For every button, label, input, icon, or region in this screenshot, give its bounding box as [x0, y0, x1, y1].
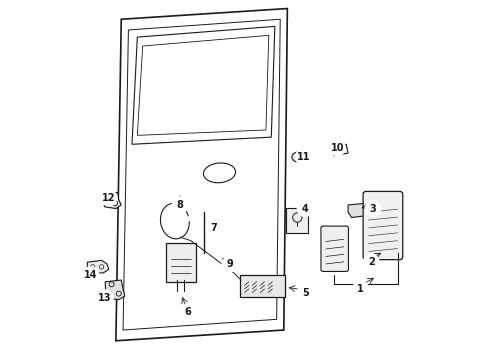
Circle shape [352, 281, 367, 297]
Text: 13: 13 [98, 293, 112, 303]
Circle shape [295, 149, 311, 165]
Text: 5: 5 [301, 288, 308, 297]
Text: 2: 2 [367, 257, 374, 267]
Text: 12: 12 [102, 193, 115, 203]
Text: 3: 3 [369, 203, 376, 213]
Circle shape [222, 256, 238, 272]
Text: 11: 11 [296, 152, 309, 162]
Circle shape [83, 267, 99, 283]
Circle shape [363, 254, 378, 270]
Circle shape [297, 285, 312, 300]
Text: 6: 6 [183, 307, 190, 317]
Polygon shape [87, 260, 108, 273]
FancyBboxPatch shape [363, 192, 402, 260]
Text: 14: 14 [84, 270, 98, 280]
Text: 9: 9 [226, 259, 233, 269]
Circle shape [172, 197, 188, 213]
Polygon shape [331, 144, 347, 156]
Polygon shape [105, 280, 124, 300]
FancyBboxPatch shape [285, 207, 307, 233]
Text: 4: 4 [301, 203, 308, 213]
FancyBboxPatch shape [320, 226, 348, 271]
Circle shape [329, 140, 345, 156]
Circle shape [101, 190, 116, 206]
Circle shape [206, 220, 222, 236]
Polygon shape [347, 203, 369, 217]
Text: 7: 7 [210, 223, 217, 233]
FancyBboxPatch shape [165, 243, 196, 282]
Ellipse shape [291, 152, 307, 162]
Polygon shape [116, 9, 287, 341]
Circle shape [179, 304, 195, 320]
Ellipse shape [203, 163, 235, 183]
Polygon shape [103, 193, 121, 208]
Text: 1: 1 [357, 284, 363, 294]
Text: 8: 8 [176, 200, 183, 210]
Circle shape [297, 201, 312, 216]
Circle shape [365, 201, 380, 216]
Text: 10: 10 [330, 143, 344, 153]
Circle shape [97, 290, 113, 306]
FancyBboxPatch shape [240, 275, 285, 297]
